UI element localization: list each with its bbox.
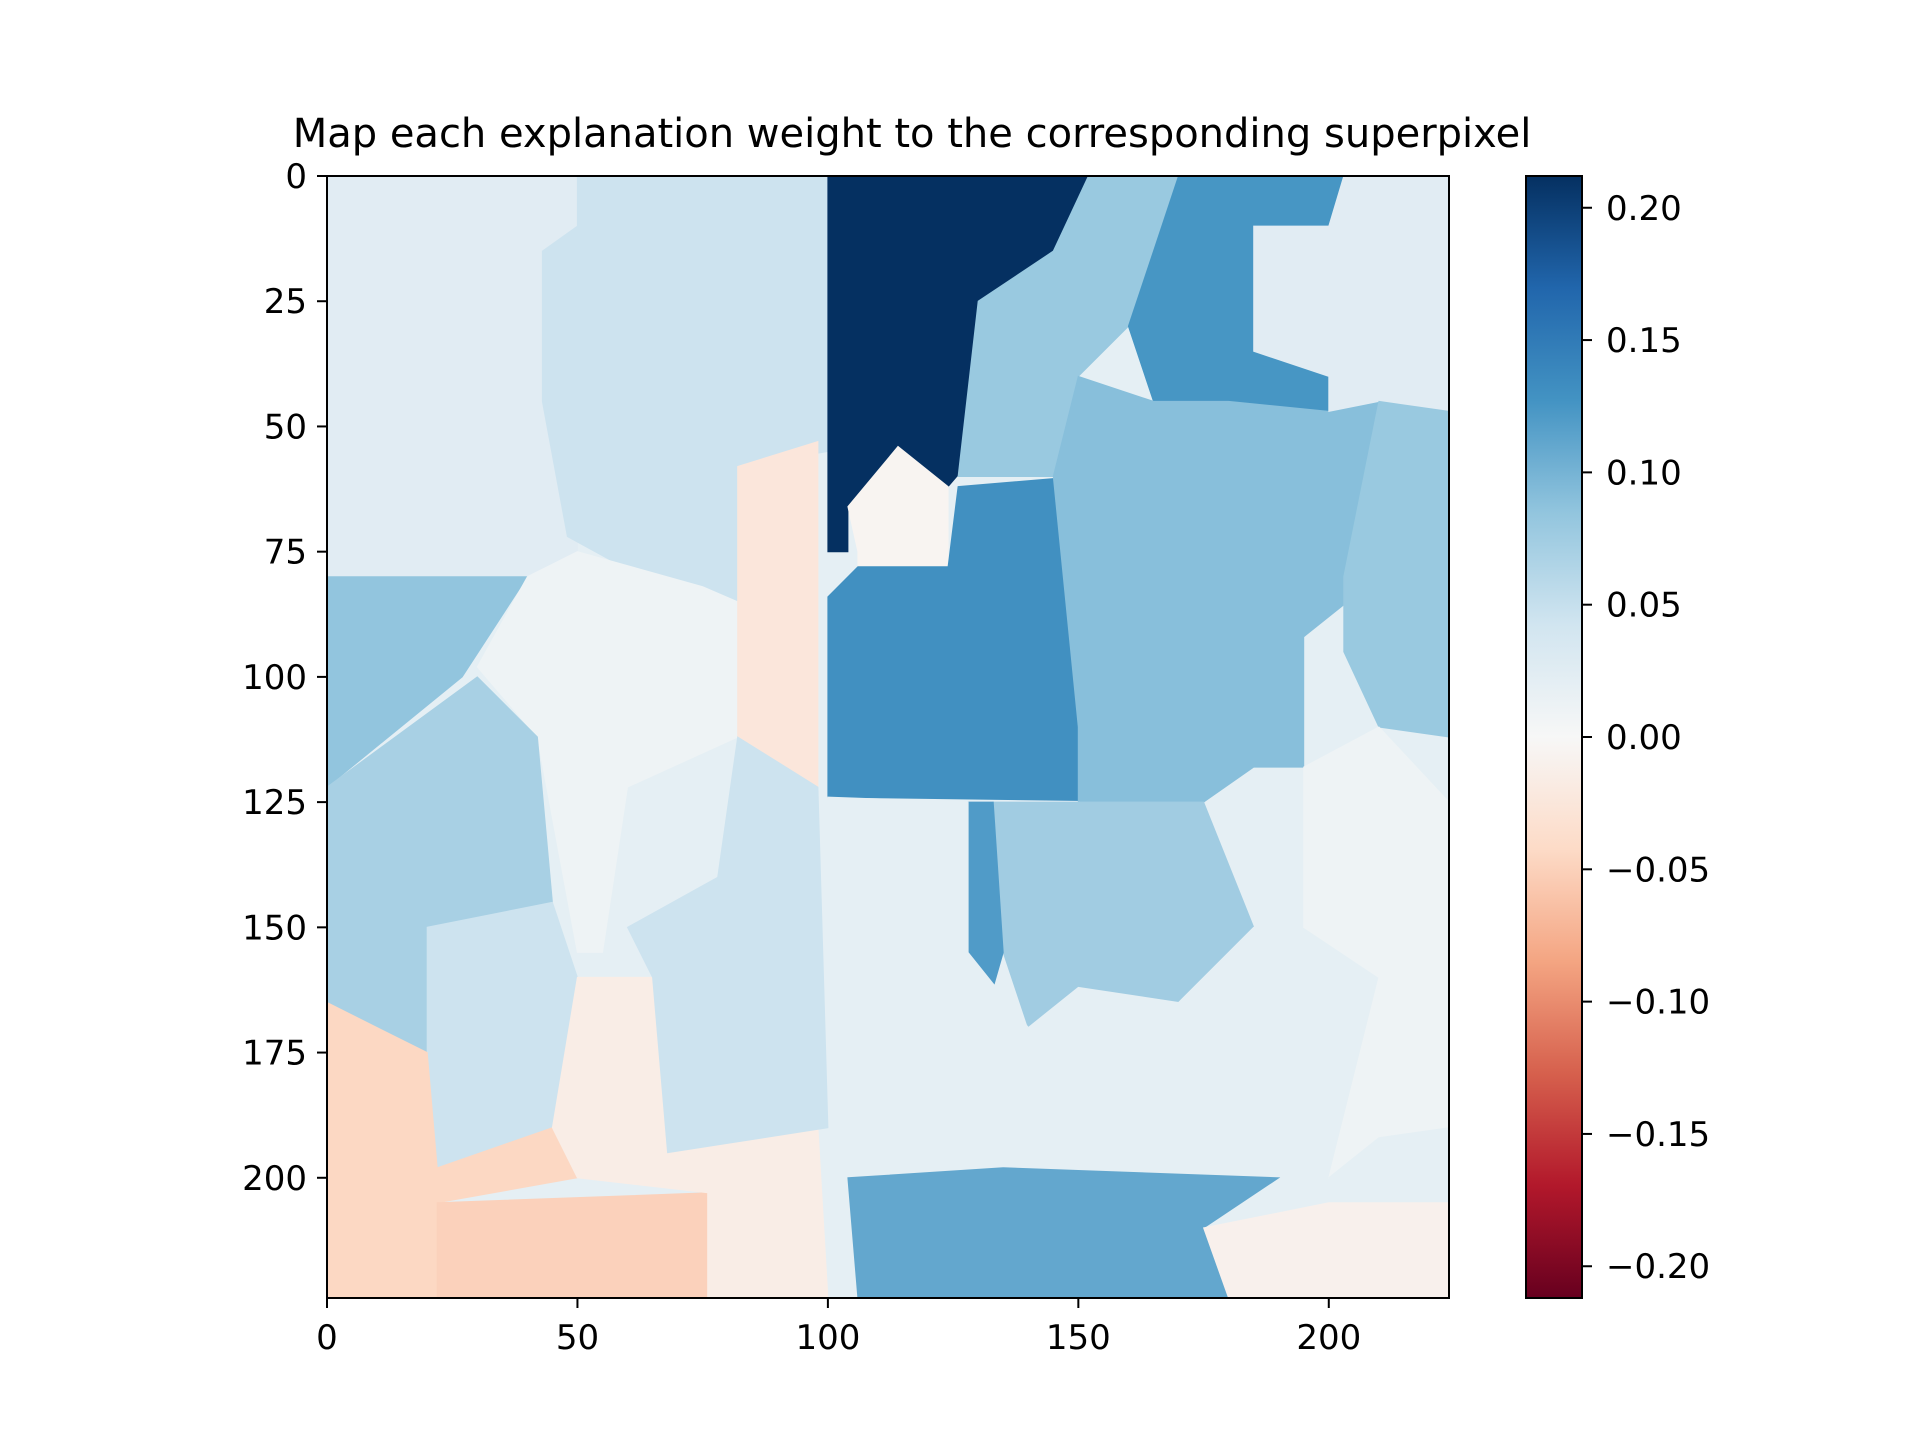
superpixel-region (737, 440, 819, 789)
x-tick-label: 150 (1046, 1318, 1111, 1358)
colorbar-tick-label: 0.20 (1606, 189, 1682, 229)
chart-title: Map each explanation weight to the corre… (293, 111, 1532, 157)
colorbar-tick-label: −0.20 (1606, 1247, 1710, 1287)
colorbar-tick-label: 0.05 (1606, 586, 1682, 626)
colorbar-tick-label: 0.00 (1606, 718, 1682, 758)
superpixel-region (327, 176, 578, 578)
y-tick-label: 175 (242, 1034, 307, 1074)
y-tick-label: 100 (242, 658, 307, 698)
superpixel-region (476, 551, 739, 953)
x-tick-label: 50 (556, 1318, 599, 1358)
y-tick-label: 75 (264, 533, 307, 573)
colorbar-gradient (1525, 175, 1583, 1299)
superpixel-region (1328, 1127, 1449, 1204)
superpixel-region (1253, 176, 1449, 413)
colorbar-tick-label: 0.10 (1606, 453, 1682, 493)
colorbar-tick-label: −0.15 (1606, 1115, 1710, 1155)
y-tick-label: 0 (285, 157, 307, 197)
superpixel-region (1202, 1202, 1449, 1298)
x-tick-label: 0 (316, 1318, 338, 1358)
colorbar-tick-label: −0.10 (1606, 983, 1710, 1023)
colorbar: 0.20 0.15 0.10 0.05 0.00 −0.05 −0.10 −0.15 −0.20 (1525, 175, 1710, 1299)
superpixel-region (436, 1192, 709, 1298)
superpixel-region (327, 576, 529, 788)
heatmap-image (327, 176, 1449, 1298)
superpixel-region (626, 736, 829, 1154)
axes: 0 50 100 150 200 0 25 50 75 100 125 150 175 200 (242, 157, 1450, 1358)
colorbar-tick-label: 0.15 (1606, 321, 1682, 361)
y-tick-label: 25 (264, 282, 307, 322)
y-tick-label: 50 (264, 407, 307, 447)
colorbar-tick-label: −0.05 (1606, 850, 1710, 890)
x-tick-label: 100 (795, 1318, 860, 1358)
y-tick-label: 200 (242, 1159, 307, 1199)
y-tick-label: 125 (242, 783, 307, 823)
x-tick-label: 200 (1296, 1318, 1361, 1358)
plot-frame (326, 175, 1450, 1299)
y-tick-label: 150 (242, 908, 307, 948)
